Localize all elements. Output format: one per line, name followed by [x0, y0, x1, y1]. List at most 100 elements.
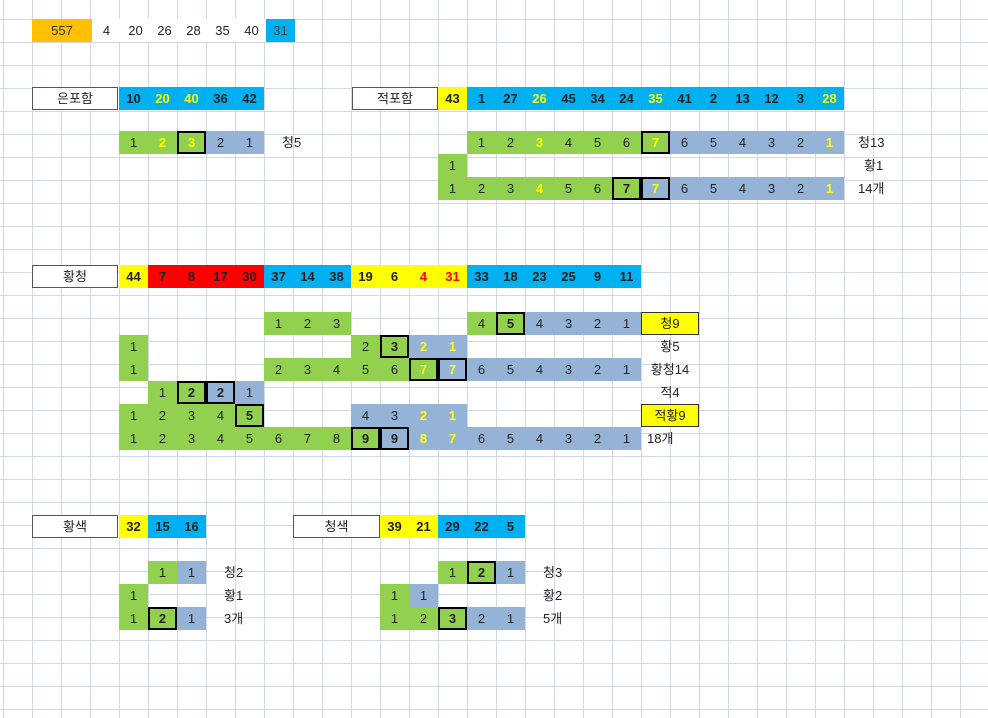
pattern-cell: 1: [438, 154, 467, 177]
number-cell: 43: [438, 87, 467, 110]
pattern-cell: 2: [148, 427, 177, 450]
number-cell: 15: [148, 515, 177, 538]
count-note-highlighted: 적황9: [641, 404, 699, 427]
section-label-cheongsaek: 청색: [293, 515, 380, 538]
pattern-peak-cell: 7: [641, 177, 670, 200]
pattern-cell: 5: [699, 131, 728, 154]
pattern-cell: 4: [467, 312, 496, 335]
pattern-cell: 2: [148, 131, 177, 154]
pattern-cell: 2: [583, 427, 612, 450]
number-cell: 3: [786, 87, 815, 110]
pattern-peak-cell: 5: [496, 312, 525, 335]
number-cell: 2: [699, 87, 728, 110]
count-note: 적4: [660, 385, 680, 400]
pattern-cell: 2: [206, 131, 235, 154]
section-label-jeok: 적포함: [352, 87, 438, 110]
pattern-peak-cell: 5: [235, 404, 264, 427]
number-cell: 13: [728, 87, 757, 110]
number-cell: 7: [148, 265, 177, 288]
number-cell: 6: [380, 265, 409, 288]
pattern-cell: 6: [670, 131, 699, 154]
pattern-peak-cell: 2: [206, 381, 235, 404]
pattern-cell: 1: [177, 561, 206, 584]
winning-number-cell: 4: [92, 19, 121, 42]
count-note-highlighted: 청9: [641, 312, 699, 335]
pattern-cell: 2: [467, 607, 496, 630]
pattern-peak-cell: 3: [380, 335, 409, 358]
count-note: 청5: [282, 135, 302, 150]
pattern-cell: 2: [467, 177, 496, 200]
pattern-cell: 4: [351, 404, 380, 427]
pattern-cell: 5: [496, 358, 525, 381]
number-cell: 5: [496, 515, 525, 538]
pattern-cell: 2: [148, 404, 177, 427]
pattern-cell: 4: [728, 177, 757, 200]
pattern-cell: 5: [554, 177, 583, 200]
pattern-cell: 1: [177, 607, 206, 630]
number-cell: 11: [612, 265, 641, 288]
winning-number-cell: 35: [208, 19, 237, 42]
number-cell: 8: [177, 265, 206, 288]
count-note: 청13: [858, 135, 885, 150]
pattern-cell: 3: [322, 312, 351, 335]
pattern-cell: 1: [467, 131, 496, 154]
number-cell: 29: [438, 515, 467, 538]
pattern-cell: 1: [235, 131, 264, 154]
pattern-cell: 4: [554, 131, 583, 154]
pattern-cell: 6: [467, 358, 496, 381]
pattern-cell: 1: [815, 177, 844, 200]
pattern-cell: 6: [583, 177, 612, 200]
pattern-cell: 3: [177, 404, 206, 427]
pattern-cell: 6: [264, 427, 293, 450]
pattern-cell: 4: [206, 404, 235, 427]
number-cell: 31: [438, 265, 467, 288]
pattern-cell: 1: [815, 131, 844, 154]
pattern-cell: 1: [119, 607, 148, 630]
number-cell: 18: [496, 265, 525, 288]
count-note: 황5: [660, 339, 680, 354]
pattern-cell: 5: [496, 427, 525, 450]
pattern-peak-cell: 3: [177, 131, 206, 154]
pattern-cell: 2: [409, 607, 438, 630]
number-cell: 38: [322, 265, 351, 288]
number-cell: 14: [293, 265, 322, 288]
pattern-cell: 7: [438, 427, 467, 450]
number-cell: 25: [554, 265, 583, 288]
pattern-cell: 4: [525, 358, 554, 381]
count-note: 청3: [543, 565, 563, 580]
count-note: 황1: [864, 158, 884, 173]
pattern-peak-cell: 2: [467, 561, 496, 584]
pattern-cell: 3: [757, 177, 786, 200]
pattern-peak-cell: 7: [438, 358, 467, 381]
pattern-peak-cell: 2: [148, 607, 177, 630]
pattern-cell: 3: [525, 131, 554, 154]
pattern-peak-cell: 7: [409, 358, 438, 381]
winning-number-cell: 20: [121, 19, 150, 42]
pattern-cell: 5: [699, 177, 728, 200]
pattern-cell: 4: [206, 427, 235, 450]
count-note: 5개: [543, 611, 563, 626]
pattern-cell: 1: [235, 381, 264, 404]
pattern-cell: 3: [380, 404, 409, 427]
number-cell: 35: [641, 87, 670, 110]
number-cell: 42: [235, 87, 264, 110]
pattern-cell: 1: [438, 561, 467, 584]
number-cell: 34: [583, 87, 612, 110]
pattern-cell: 3: [554, 358, 583, 381]
number-cell: 12: [757, 87, 786, 110]
number-cell: 4: [409, 265, 438, 288]
pattern-cell: 1: [119, 131, 148, 154]
pattern-cell: 6: [467, 427, 496, 450]
pattern-peak-cell: 7: [641, 131, 670, 154]
number-cell: 19: [351, 265, 380, 288]
number-cell: 44: [119, 265, 148, 288]
pattern-cell: 2: [293, 312, 322, 335]
winning-number-cell: 28: [179, 19, 208, 42]
pattern-cell: 3: [757, 131, 786, 154]
pattern-cell: 2: [409, 404, 438, 427]
pattern-cell: 1: [612, 312, 641, 335]
pattern-cell: 1: [119, 584, 148, 607]
pattern-cell: 3: [293, 358, 322, 381]
number-cell: 22: [467, 515, 496, 538]
number-cell: 33: [467, 265, 496, 288]
